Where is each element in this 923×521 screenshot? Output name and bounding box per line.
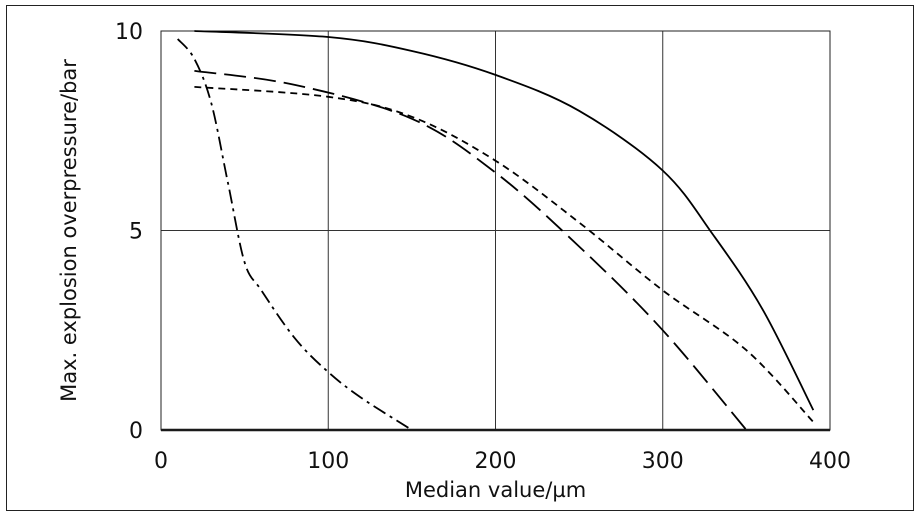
series-line-dash-dot (177, 38, 413, 431)
series-line-solid (194, 30, 815, 411)
series-group (177, 30, 815, 431)
y-tick-label: 5 (129, 220, 143, 245)
x-tick-label: 200 (475, 449, 517, 474)
series-line-short-dash (194, 86, 814, 423)
x-tick-label: 100 (307, 449, 349, 474)
y-axis-title: Max. explosion overpressure/bar (57, 59, 81, 402)
x-tick-label: 300 (642, 449, 684, 474)
x-tick-label: 0 (154, 449, 168, 474)
plot-area-border (160, 30, 831, 431)
series-line-long-dash (194, 70, 748, 431)
tick-labels: 0 100 200 300 400 0 5 10 (115, 20, 851, 474)
grid-lines (161, 31, 830, 432)
y-tick-label: 0 (129, 419, 143, 444)
chart-frame (6, 5, 914, 511)
y-tick-label: 10 (115, 20, 143, 45)
x-tick-label: 400 (809, 449, 851, 474)
x-axis-title: Median value/µm (405, 478, 586, 502)
